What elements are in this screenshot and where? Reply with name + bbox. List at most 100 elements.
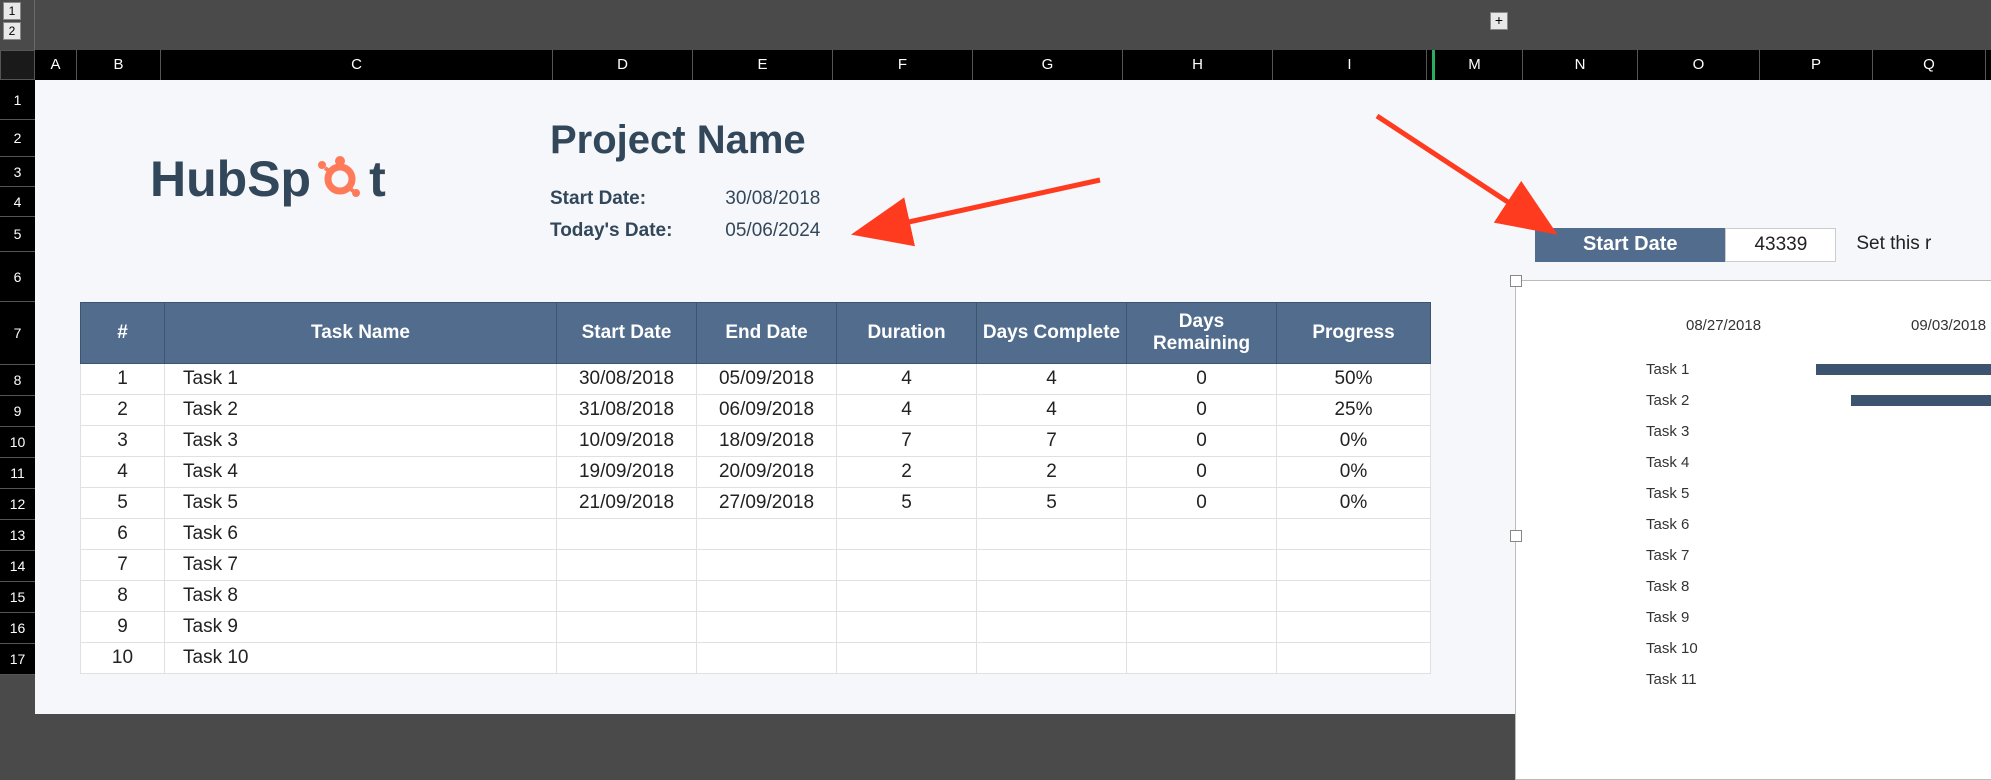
table-cell[interactable]: 1 (81, 364, 165, 395)
table-cell[interactable]: Task 3 (165, 426, 557, 457)
column-header-B[interactable]: B (77, 50, 161, 80)
table-cell[interactable] (557, 550, 697, 581)
table-header-cell[interactable]: Start Date (557, 303, 697, 364)
table-cell[interactable]: Task 7 (165, 550, 557, 581)
table-cell[interactable]: 8 (81, 581, 165, 612)
row-header-7[interactable]: 7 (0, 302, 35, 365)
column-header-O[interactable]: O (1638, 50, 1760, 80)
table-cell[interactable] (697, 550, 837, 581)
today-date-value[interactable]: 05/06/2024 (725, 220, 820, 242)
table-cell[interactable]: 10 (81, 643, 165, 674)
table-cell[interactable]: 3 (81, 426, 165, 457)
table-row[interactable]: 8Task 8 (81, 581, 1431, 612)
row-header-1[interactable]: 1 (0, 80, 35, 120)
column-header-P[interactable]: P (1760, 50, 1873, 80)
table-row[interactable]: 2Task 231/08/201806/09/201844025% (81, 395, 1431, 426)
table-row[interactable]: 9Task 9 (81, 612, 1431, 643)
table-cell[interactable] (1127, 550, 1277, 581)
column-header-F[interactable]: F (833, 50, 973, 80)
table-cell[interactable]: 4 (837, 364, 977, 395)
row-header-11[interactable]: 11 (0, 458, 35, 489)
row-header-14[interactable]: 14 (0, 551, 35, 582)
table-cell[interactable]: 5 (977, 488, 1127, 519)
table-cell[interactable] (1277, 612, 1431, 643)
table-cell[interactable] (977, 581, 1127, 612)
outline-level-1-button[interactable]: 1 (3, 2, 21, 20)
start-date-serial-value[interactable]: 43339 (1725, 228, 1836, 262)
select-all-corner[interactable] (0, 50, 35, 80)
table-cell[interactable]: 05/09/2018 (697, 364, 837, 395)
row-header-15[interactable]: 15 (0, 582, 35, 613)
row-header-4[interactable]: 4 (0, 187, 35, 217)
table-cell[interactable]: 4 (977, 364, 1127, 395)
table-cell[interactable]: 0% (1277, 488, 1431, 519)
chart-resize-handle-w[interactable] (1510, 530, 1522, 542)
row-header-8[interactable]: 8 (0, 365, 35, 396)
task-table[interactable]: #Task NameStart DateEnd DateDurationDays… (80, 302, 1431, 674)
table-cell[interactable] (837, 550, 977, 581)
column-group-expand-button[interactable]: + (1490, 12, 1508, 30)
table-cell[interactable]: 25% (1277, 395, 1431, 426)
table-header-cell[interactable]: Days Remaining (1127, 303, 1277, 364)
table-cell[interactable] (697, 643, 837, 674)
table-header-cell[interactable]: End Date (697, 303, 837, 364)
table-row[interactable]: 1Task 130/08/201805/09/201844050% (81, 364, 1431, 395)
table-cell[interactable] (977, 643, 1127, 674)
table-cell[interactable]: 06/09/2018 (697, 395, 837, 426)
table-cell[interactable]: Task 5 (165, 488, 557, 519)
table-cell[interactable]: 50% (1277, 364, 1431, 395)
table-header-cell[interactable]: Task Name (165, 303, 557, 364)
table-cell[interactable]: 21/09/2018 (557, 488, 697, 519)
table-cell[interactable]: 7 (837, 426, 977, 457)
table-cell[interactable]: 7 (977, 426, 1127, 457)
column-header-M[interactable]: M (1427, 50, 1523, 80)
column-header-H[interactable]: H (1123, 50, 1273, 80)
table-cell[interactable]: 2 (837, 457, 977, 488)
table-row[interactable]: 3Task 310/09/201818/09/20187700% (81, 426, 1431, 457)
table-cell[interactable]: 0 (1127, 457, 1277, 488)
table-cell[interactable]: Task 2 (165, 395, 557, 426)
table-cell[interactable]: Task 10 (165, 643, 557, 674)
outline-level-2-button[interactable]: 2 (3, 22, 21, 40)
table-cell[interactable]: 9 (81, 612, 165, 643)
table-cell[interactable] (1127, 519, 1277, 550)
row-header-16[interactable]: 16 (0, 613, 35, 644)
table-cell[interactable]: 0 (1127, 364, 1277, 395)
table-cell[interactable] (1277, 643, 1431, 674)
table-cell[interactable] (1277, 550, 1431, 581)
table-cell[interactable]: 31/08/2018 (557, 395, 697, 426)
column-header-E[interactable]: E (693, 50, 833, 80)
table-cell[interactable]: 0 (1127, 488, 1277, 519)
column-header-A[interactable]: A (35, 50, 77, 80)
table-cell[interactable] (1277, 581, 1431, 612)
table-cell[interactable] (557, 581, 697, 612)
row-header-6[interactable]: 6 (0, 252, 35, 302)
table-cell[interactable]: Task 1 (165, 364, 557, 395)
table-cell[interactable] (977, 550, 1127, 581)
table-cell[interactable] (1127, 643, 1277, 674)
table-cell[interactable]: 2 (977, 457, 1127, 488)
table-cell[interactable]: Task 4 (165, 457, 557, 488)
table-cell[interactable] (557, 612, 697, 643)
table-cell[interactable] (837, 643, 977, 674)
table-cell[interactable]: Task 6 (165, 519, 557, 550)
column-header-G[interactable]: G (973, 50, 1123, 80)
gantt-bar[interactable] (1816, 364, 1991, 375)
column-header-C[interactable]: C (161, 50, 553, 80)
table-cell[interactable]: Task 9 (165, 612, 557, 643)
table-cell[interactable]: 0% (1277, 426, 1431, 457)
table-cell[interactable]: 7 (81, 550, 165, 581)
row-header-5[interactable]: 5 (0, 217, 35, 252)
table-header-cell[interactable]: # (81, 303, 165, 364)
table-cell[interactable]: 4 (977, 395, 1127, 426)
table-cell[interactable] (557, 643, 697, 674)
table-cell[interactable]: 18/09/2018 (697, 426, 837, 457)
table-cell[interactable]: 20/09/2018 (697, 457, 837, 488)
table-row[interactable]: 5Task 521/09/201827/09/20185500% (81, 488, 1431, 519)
row-header-10[interactable]: 10 (0, 427, 35, 458)
table-cell[interactable]: 0% (1277, 457, 1431, 488)
table-cell[interactable]: 5 (81, 488, 165, 519)
table-cell[interactable]: Task 8 (165, 581, 557, 612)
start-date-value[interactable]: 30/08/2018 (725, 188, 820, 210)
table-cell[interactable]: 2 (81, 395, 165, 426)
